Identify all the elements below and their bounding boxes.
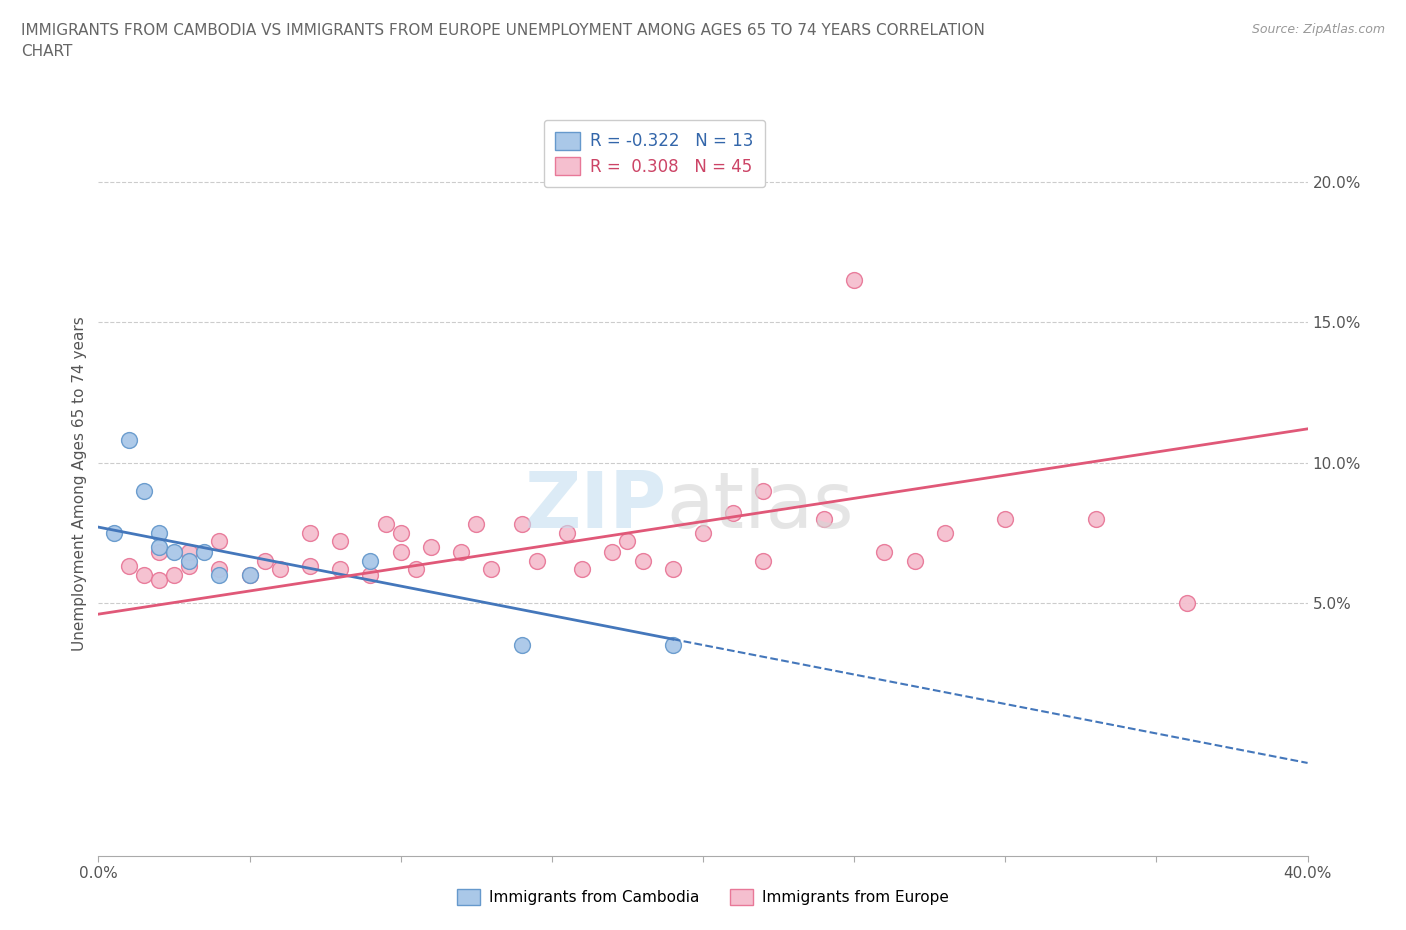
Point [179, 545, 201, 560]
Point [148, 539, 170, 554]
Point [692, 525, 714, 540]
Point [752, 484, 775, 498]
Point [752, 553, 775, 568]
Point [103, 525, 125, 540]
Point [179, 559, 201, 574]
Point [118, 559, 141, 574]
Point [163, 545, 186, 560]
Point [389, 525, 412, 540]
Point [163, 567, 186, 582]
Point [555, 525, 578, 540]
Point [405, 562, 427, 577]
Point [510, 517, 533, 532]
Point [813, 512, 835, 526]
Point [148, 525, 170, 540]
Point [253, 553, 276, 568]
Point [148, 545, 170, 560]
Point [239, 567, 262, 582]
Point [420, 539, 443, 554]
Point [904, 553, 927, 568]
Point [510, 638, 533, 653]
Point [844, 272, 866, 287]
Point [661, 638, 683, 653]
Point [360, 567, 382, 582]
Point [873, 545, 896, 560]
Point [269, 562, 291, 577]
Point [239, 567, 262, 582]
Point [118, 432, 141, 447]
Text: ZIP: ZIP [524, 468, 666, 544]
Point [723, 506, 745, 521]
Y-axis label: Unemployment Among Ages 65 to 74 years: Unemployment Among Ages 65 to 74 years [72, 316, 87, 651]
Point [526, 553, 548, 568]
Point [360, 553, 382, 568]
Point [374, 517, 396, 532]
Point [571, 562, 593, 577]
Point [299, 525, 322, 540]
Point [602, 545, 624, 560]
Point [208, 562, 231, 577]
Point [208, 534, 231, 549]
Point [132, 484, 155, 498]
Point [148, 573, 170, 588]
Point [631, 553, 654, 568]
Point [329, 534, 352, 549]
Point [994, 512, 1017, 526]
Legend: Immigrants from Cambodia, Immigrants from Europe: Immigrants from Cambodia, Immigrants fro… [450, 882, 956, 913]
Point [208, 567, 231, 582]
Text: IMMIGRANTS FROM CAMBODIA VS IMMIGRANTS FROM EUROPE UNEMPLOYMENT AMONG AGES 65 TO: IMMIGRANTS FROM CAMBODIA VS IMMIGRANTS F… [21, 23, 986, 60]
Point [1175, 595, 1198, 610]
Point [132, 567, 155, 582]
Point [616, 534, 638, 549]
Point [661, 562, 683, 577]
Text: atlas: atlas [666, 468, 855, 544]
Point [481, 562, 503, 577]
Text: Source: ZipAtlas.com: Source: ZipAtlas.com [1251, 23, 1385, 36]
Point [193, 545, 215, 560]
Point [329, 562, 352, 577]
Point [450, 545, 472, 560]
Point [934, 525, 956, 540]
Point [179, 553, 201, 568]
Point [465, 517, 488, 532]
Point [389, 545, 412, 560]
Point [1085, 512, 1108, 526]
Legend: R = -0.322   N = 13, R =  0.308   N = 45: R = -0.322 N = 13, R = 0.308 N = 45 [544, 120, 765, 187]
Point [299, 559, 322, 574]
